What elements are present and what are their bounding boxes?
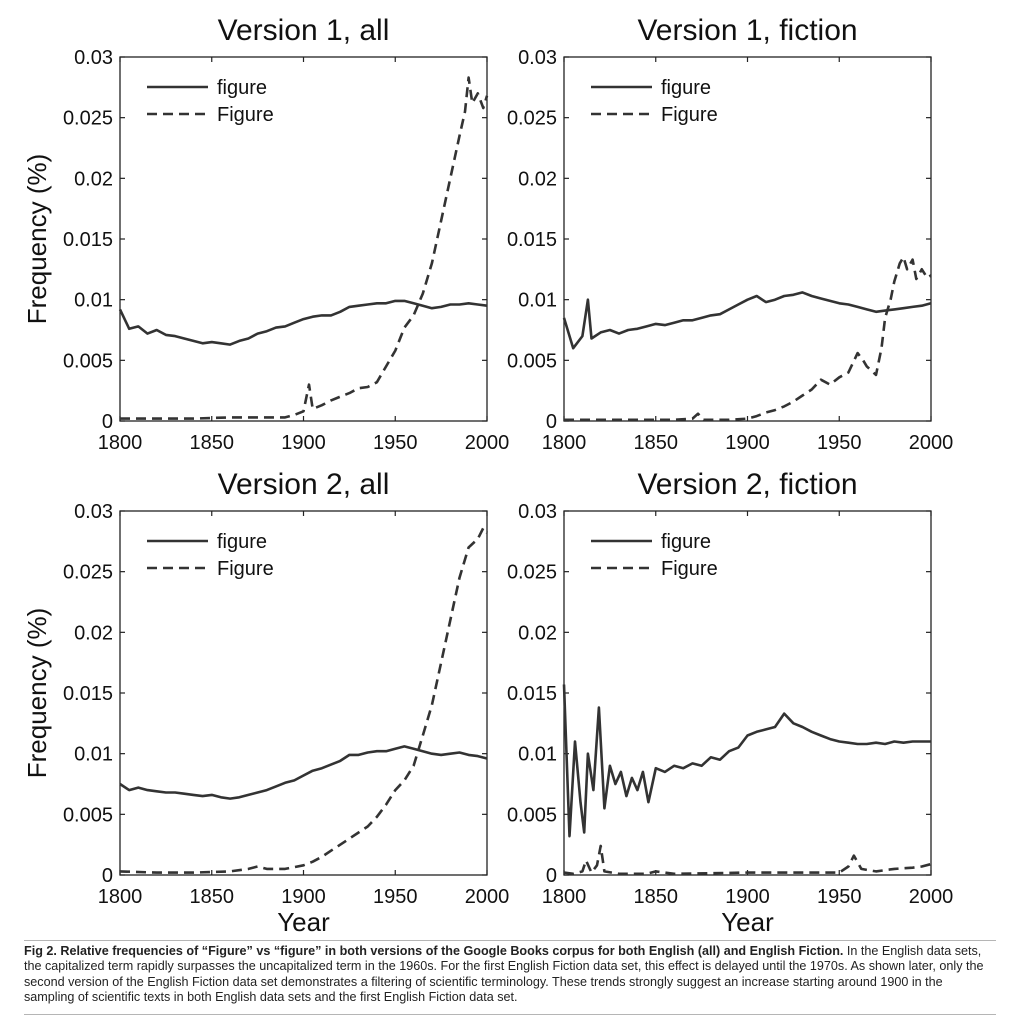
chart-title: Version 2, all	[218, 468, 390, 501]
y-tick-label: 0.015	[507, 229, 557, 251]
x-tick-label: 1950	[373, 432, 418, 454]
x-tick-label: 1900	[281, 886, 326, 908]
figure-grid: Version 1, all 1800 1850 1900 1950 2000 0 0.005…	[22, 14, 953, 937]
x-tick-label: 1900	[725, 886, 770, 908]
x-tick-label: 1850	[190, 886, 235, 908]
y-axis-label: Frequency (%)	[22, 154, 52, 325]
x-axis-label: Year	[721, 907, 774, 937]
y-tick-label: 0.01	[518, 744, 557, 766]
y-tick-label: 0.015	[63, 683, 113, 705]
chart-panel-2: Version 1, fiction 1800 1850 1900 1950 2000 0 0…	[507, 14, 953, 454]
series-line-figure	[118, 299, 488, 346]
x-tick-label: 1800	[542, 886, 587, 908]
y-tick-label: 0.025	[507, 108, 557, 130]
y-tick-label: 0.025	[63, 108, 113, 130]
legend-label: figure	[217, 77, 267, 99]
series-line-figure-capitalized	[119, 526, 489, 874]
legend-label: Figure	[661, 104, 718, 126]
plot-frame	[563, 510, 932, 876]
y-tick-label: 0.03	[518, 501, 557, 523]
series-line-figure-capitalized	[564, 255, 932, 422]
plot-frame	[119, 510, 488, 876]
chart-title: Version 2, fiction	[637, 468, 857, 501]
y-tick-label: 0.03	[518, 47, 557, 69]
y-tick-label: 0.005	[63, 804, 113, 826]
y-tick-label: 0	[102, 865, 113, 887]
x-tick-label: 1950	[817, 432, 862, 454]
plot-frame	[563, 56, 932, 422]
caption-heading: Relative frequencies of “Figure” vs “fig…	[60, 944, 844, 958]
y-tick-label: 0.02	[74, 622, 113, 644]
x-axis-label: Year	[277, 907, 330, 937]
y-tick-label: 0	[546, 411, 557, 433]
x-tick-label: 1900	[281, 432, 326, 454]
legend-label: Figure	[217, 558, 274, 580]
series-line-figure-capitalized	[120, 76, 489, 420]
series-line-figure	[119, 745, 488, 800]
chart-title: Version 1, fiction	[637, 14, 857, 47]
x-tick-label: 1900	[725, 432, 770, 454]
x-tick-label: 1850	[634, 432, 679, 454]
y-tick-label: 0.01	[74, 744, 113, 766]
x-tick-label: 1950	[373, 886, 418, 908]
chart-panel-4: Version 2, fiction 1800 1850 1900 1950 2000 0 0…	[507, 468, 953, 937]
y-tick-label: 0.005	[63, 350, 113, 372]
y-tick-label: 0.03	[74, 501, 113, 523]
legend-label: figure	[661, 77, 711, 99]
legend-label: Figure	[217, 104, 274, 126]
x-tick-label: 1950	[817, 886, 862, 908]
x-tick-label: 1800	[98, 432, 143, 454]
y-tick-label: 0.025	[507, 562, 557, 584]
caption-label: Fig 2.	[24, 944, 57, 958]
x-tick-label: 2000	[909, 886, 954, 908]
y-tick-label: 0.015	[507, 683, 557, 705]
y-tick-label: 0.005	[507, 350, 557, 372]
y-tick-label: 0.005	[507, 804, 557, 826]
y-tick-label: 0	[102, 411, 113, 433]
chart-panel-3: Version 2, all 1800 1850 1900 1950 2000 0 0.005…	[22, 468, 509, 937]
caption-bottom-rule	[24, 1014, 996, 1015]
x-tick-label: 1800	[542, 432, 587, 454]
plot-frame	[119, 56, 488, 422]
x-tick-label: 2000	[909, 432, 954, 454]
series-line-figure-capitalized	[563, 844, 932, 876]
y-tick-label: 0.02	[74, 168, 113, 190]
x-tick-label: 1850	[634, 886, 679, 908]
legend-label: figure	[217, 531, 267, 553]
legend-label: Figure	[661, 558, 718, 580]
y-tick-label: 0	[546, 865, 557, 887]
series-line-figure	[562, 291, 932, 350]
y-tick-label: 0.01	[518, 290, 557, 312]
y-tick-label: 0.03	[74, 47, 113, 69]
y-tick-label: 0.01	[74, 290, 113, 312]
series-line-figure	[562, 684, 931, 838]
chart-panel-1: Version 1, all 1800 1850 1900 1950 2000 0 0.005…	[22, 14, 509, 454]
x-tick-label: 2000	[465, 886, 510, 908]
x-tick-label: 1850	[190, 432, 235, 454]
y-tick-label: 0.02	[518, 168, 557, 190]
x-tick-label: 1800	[98, 886, 143, 908]
y-axis-label: Frequency (%)	[22, 608, 52, 779]
caption-top-rule	[24, 940, 996, 941]
y-tick-label: 0.02	[518, 622, 557, 644]
caption-body: In the English data sets, the capitalize…	[24, 944, 984, 1005]
y-tick-label: 0.025	[63, 562, 113, 584]
legend-label: figure	[661, 531, 711, 553]
chart-title: Version 1, all	[218, 14, 390, 47]
x-tick-label: 2000	[465, 432, 510, 454]
figure-caption: Fig 2. Relative frequencies of “Figure” …	[24, 944, 996, 1006]
y-tick-label: 0.015	[63, 229, 113, 251]
